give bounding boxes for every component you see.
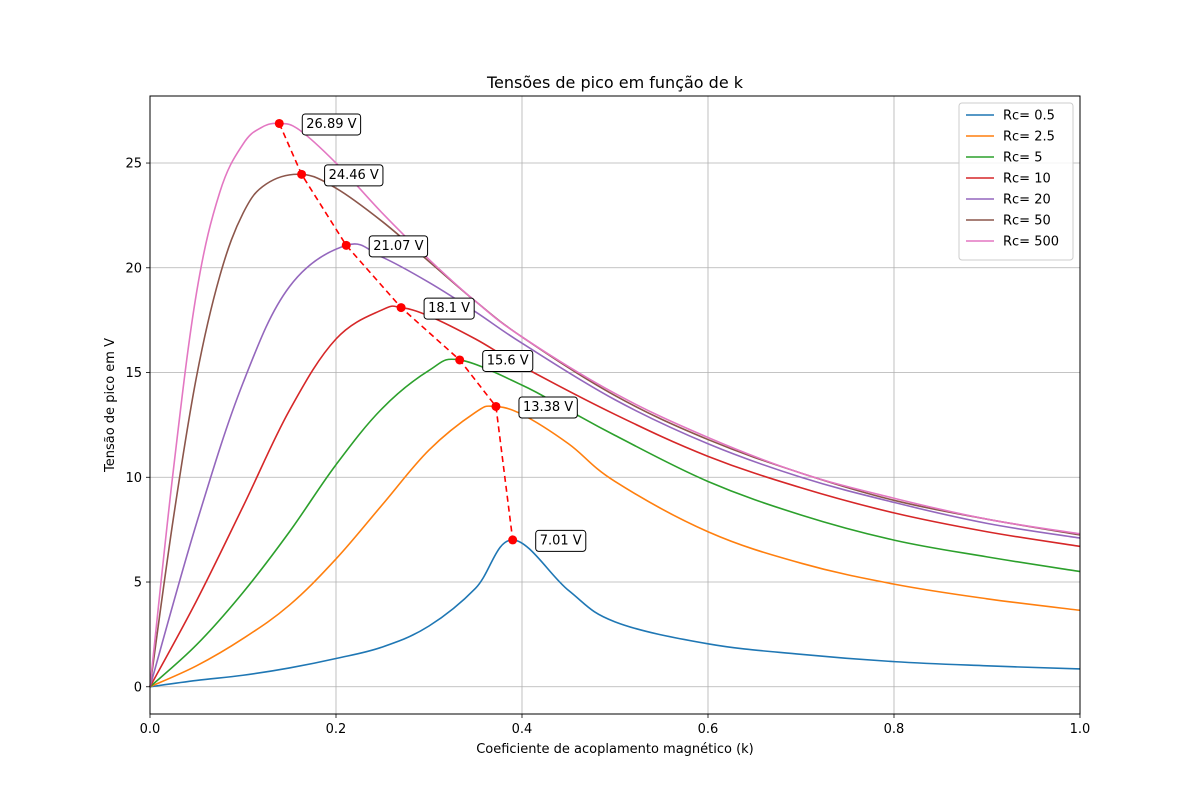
x-tick-label: 0.8 xyxy=(884,722,905,737)
y-axis-label: Tensão de pico em V xyxy=(103,338,118,473)
plot-frame xyxy=(149,95,1081,715)
series-line-2 xyxy=(149,405,1081,688)
peak-annotation-box xyxy=(518,396,578,419)
peak-annotation-box xyxy=(535,529,587,552)
legend: Rc= 0.5 Rc= 2.5 Rc= 5 Rc= 10 Rc= 20 Rc= 50 Rc=… xyxy=(958,102,1074,261)
x-tick-label: 1.0 xyxy=(1070,722,1091,737)
y-axis-ticks: 0 5 10 15 20 25 xyxy=(125,157,150,695)
annotation-group: 26.89 V 24.46 V 21.07 V 18.1 V 15.6 V 13.38 V… xyxy=(301,113,587,552)
x-axis-label: Coeficiente de acoplamento magnético (k) xyxy=(476,742,754,757)
peak-annotation-label: 15.6 V xyxy=(487,353,529,368)
y-tick-label: 5 xyxy=(134,576,142,591)
y-tick-label: 15 xyxy=(125,366,142,381)
y-tick-label: 25 xyxy=(125,157,142,172)
series-line-4 xyxy=(149,305,1081,688)
peak-marker xyxy=(274,118,284,128)
peak-marker xyxy=(491,401,501,411)
peak-marker xyxy=(396,303,406,313)
peak-annotation-box xyxy=(482,349,534,372)
legend-label: Rc= 50 xyxy=(1003,214,1051,229)
peak-annotation-label: 18.1 V xyxy=(428,301,470,316)
peak-annotation: 15.6 V xyxy=(482,349,534,372)
peak-annotation-box xyxy=(301,113,362,136)
peak-marker xyxy=(297,169,307,179)
peak-annotation-label: 24.46 V xyxy=(329,168,379,183)
x-tick-label: 0.2 xyxy=(326,722,347,737)
legend-label: Rc= 20 xyxy=(1003,193,1051,208)
x-tick-label: 0.0 xyxy=(140,722,161,737)
peak-marker xyxy=(341,240,351,250)
peak-annotation-box xyxy=(368,235,429,258)
peak-annotation-label: 26.89 V xyxy=(306,117,356,132)
y-tick-label: 20 xyxy=(125,261,142,276)
peak-annotation: 26.89 V xyxy=(301,113,362,136)
peak-marker xyxy=(508,535,518,545)
peak-annotation-label: 7.01 V xyxy=(540,533,582,548)
peak-annotation-label: 21.07 V xyxy=(373,239,423,254)
series-line-7 xyxy=(149,122,1081,687)
peak-annotation: 21.07 V xyxy=(368,235,429,258)
chart-title: Tensões de pico em função de k xyxy=(486,73,744,92)
x-axis-ticks: 0.0 0.2 0.4 0.6 0.8 1.0 xyxy=(140,714,1091,737)
peak-marker xyxy=(455,355,465,365)
y-tick-label: 10 xyxy=(125,471,142,486)
peak-annotation: 18.1 V xyxy=(423,297,475,320)
legend-label: Rc= 5 xyxy=(1003,151,1042,166)
legend-label: Rc= 10 xyxy=(1003,172,1051,187)
peak-annotation-box xyxy=(423,297,475,320)
peak-markers xyxy=(274,118,518,545)
legend-label: Rc= 2.5 xyxy=(1003,130,1055,145)
peak-annotation: 24.46 V xyxy=(324,164,384,187)
series-line-3 xyxy=(149,358,1081,688)
peak-annotation: 7.01 V xyxy=(535,529,587,552)
peak-annotation-label: 13.38 V xyxy=(523,400,573,415)
x-tick-label: 0.4 xyxy=(512,722,533,737)
peak-annotation-box xyxy=(324,164,384,187)
series-line-5 xyxy=(149,243,1081,687)
legend-label: Rc= 500 xyxy=(1003,235,1059,250)
x-tick-label: 0.6 xyxy=(698,722,719,737)
y-tick-label: 0 xyxy=(134,680,142,695)
legend-label: Rc= 0.5 xyxy=(1003,109,1055,124)
peak-annotation: 13.38 V xyxy=(518,396,578,419)
